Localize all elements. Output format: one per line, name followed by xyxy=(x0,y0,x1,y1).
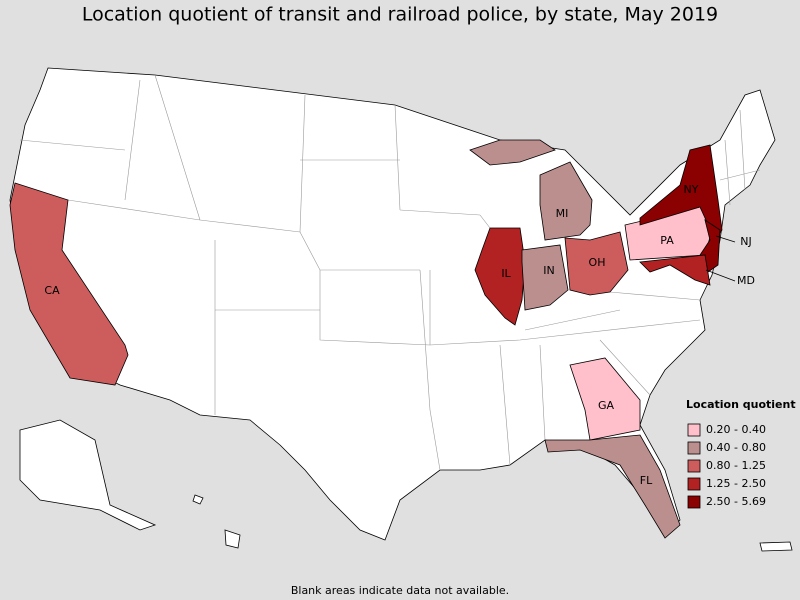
state-label: FL xyxy=(640,474,653,487)
state-borders xyxy=(19,74,761,471)
state xyxy=(539,161,593,241)
state-label: IN xyxy=(543,264,554,277)
state xyxy=(639,144,723,241)
alaska xyxy=(19,419,157,531)
leader-line xyxy=(715,235,736,243)
legend-swatch xyxy=(687,477,701,491)
state xyxy=(474,227,526,326)
map-title: Location quotient of transit and railroa… xyxy=(82,4,718,26)
legend-label: 1.25 - 2.50 xyxy=(706,477,766,490)
state-label: GA xyxy=(598,399,615,412)
state xyxy=(469,139,556,166)
state xyxy=(564,231,629,296)
state-label: OH xyxy=(589,256,606,269)
state-label: MI xyxy=(556,207,569,220)
state-label: IL xyxy=(501,267,511,280)
state-label: CA xyxy=(44,284,60,297)
legend-title: Location quotient xyxy=(686,398,796,411)
state-label: PA xyxy=(660,234,674,247)
puerto-rico xyxy=(759,541,793,552)
state xyxy=(639,254,711,286)
legend-swatch xyxy=(687,423,701,437)
legend-label: 2.50 - 5.69 xyxy=(706,495,766,508)
hawaii-islands xyxy=(192,494,204,505)
legend-label: 0.20 - 0.40 xyxy=(706,423,766,436)
legend-swatch xyxy=(687,459,701,473)
state xyxy=(521,244,569,311)
us-outline xyxy=(9,67,776,541)
leader-line xyxy=(705,269,736,282)
legend: Location quotient 0.20 - 0.40 0.40 - 0.80… xyxy=(686,398,796,509)
state-label: NY xyxy=(684,183,699,196)
state xyxy=(569,357,641,441)
legend-label: 0.80 - 1.25 xyxy=(706,459,766,472)
states: CA IL IN OH MI PA NY NJ MD GA FL xyxy=(9,139,755,539)
legend-swatch xyxy=(687,441,701,455)
state-label: MD xyxy=(737,274,755,287)
legend-label: 0.40 - 0.80 xyxy=(706,441,766,454)
footnote: Blank areas indicate data not available. xyxy=(291,584,509,597)
state-label: NJ xyxy=(740,235,751,248)
state xyxy=(9,182,129,386)
legend-swatch xyxy=(687,495,701,509)
state xyxy=(544,434,681,539)
hawaii xyxy=(224,529,241,549)
